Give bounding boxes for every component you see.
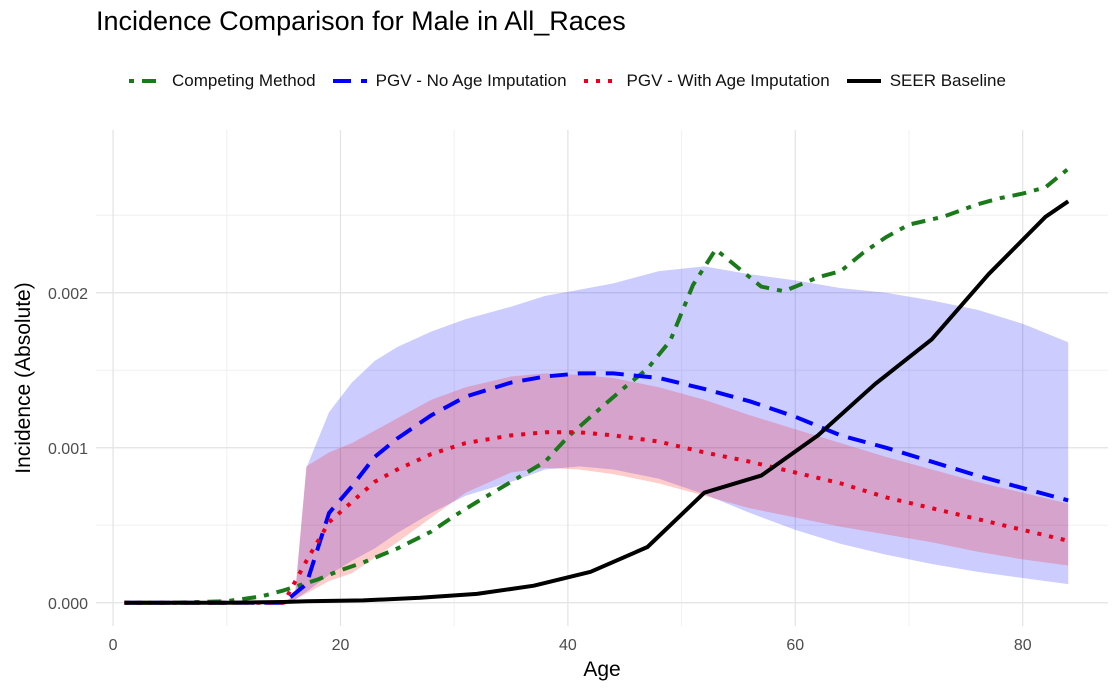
- legend-label: PGV - With Age Imputation: [626, 71, 830, 90]
- series-lines: [124, 167, 1070, 605]
- legend-label: SEER Baseline: [889, 71, 1006, 90]
- series-line: [124, 371, 1069, 605]
- minor-gridlines: [96, 130, 1108, 626]
- series-line: [124, 430, 1069, 605]
- x-tick-label: 80: [1014, 637, 1032, 654]
- legend-key: [846, 79, 881, 83]
- legend: Competing Method PGV - No Age Imputation P…: [126, 64, 1020, 98]
- y-tick-label: 0.001: [48, 441, 88, 458]
- y-tick-label: 0.002: [48, 286, 88, 303]
- x-tick-label: 60: [786, 637, 804, 654]
- confidence-band: [124, 373, 1069, 603]
- legend-item: SEER Baseline: [844, 64, 1006, 98]
- legend-label: PGV - No Age Imputation: [375, 71, 567, 90]
- x-tick-label: 0: [109, 637, 118, 654]
- x-tick-label: 40: [559, 637, 577, 654]
- series-line: [124, 199, 1070, 605]
- chart-title: Incidence Comparison for Male in All_Rac…: [96, 6, 626, 36]
- x-tick-label: 20: [332, 637, 350, 654]
- y-axis-ticks: 0.000 0.001 0.002: [48, 286, 88, 613]
- series-line: [124, 167, 1070, 605]
- y-tick-label: 0.000: [48, 596, 88, 613]
- legend-item: PGV - With Age Imputation: [581, 64, 830, 98]
- legend-label: Competing Method: [172, 71, 316, 90]
- x-axis-title: Age: [583, 658, 620, 681]
- legend-key: [332, 79, 367, 83]
- x-axis-ticks: 0 20 40 60 80: [109, 637, 1032, 654]
- legend-item: PGV - No Age Imputation: [330, 64, 567, 98]
- legend-item: Competing Method: [126, 64, 316, 98]
- legend-key: [129, 79, 163, 83]
- y-axis-title: Incidence (Absolute): [12, 282, 35, 473]
